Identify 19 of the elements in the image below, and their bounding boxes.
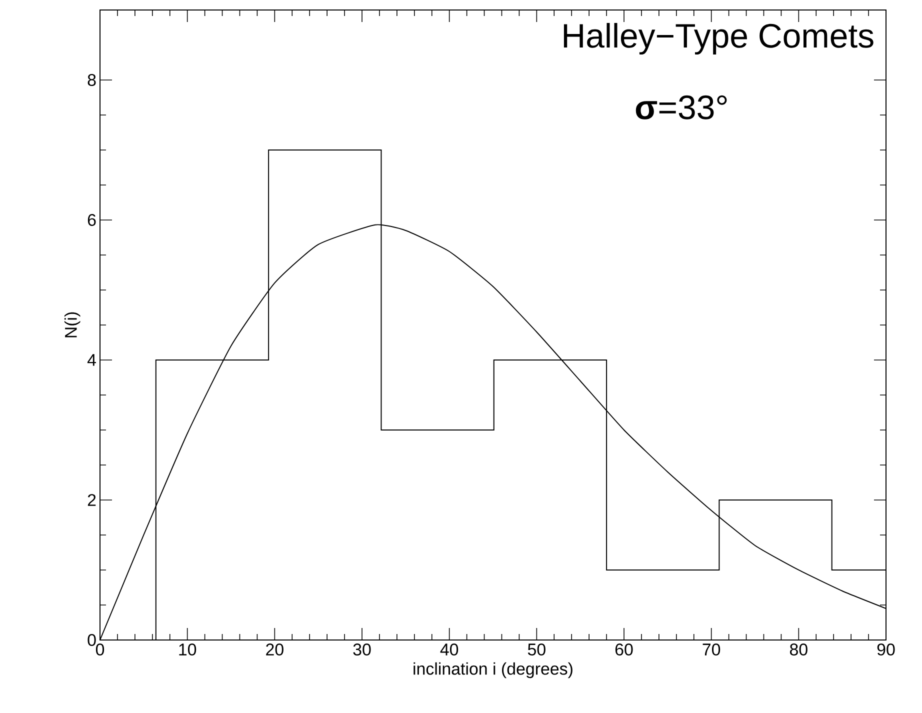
x-tick-label: 10 [179,644,196,656]
x-tick-label: 20 [266,644,284,656]
y-axis-title: N(i) [64,312,80,338]
y-tick-label: 0 [88,634,96,646]
x-axis-title: inclination i (degrees) [414,662,572,678]
x-tick-label: 50 [528,644,546,656]
x-tick-label: 30 [353,644,371,656]
x-tick-label: 0 [96,644,104,656]
x-tick-label: 60 [615,644,633,656]
annotation: σ=33° [636,95,727,120]
chart-title: Halley−Type Comets [564,22,874,55]
x-tick-label: 40 [440,644,458,656]
x-tick-label: 90 [877,644,895,656]
x-tick-label: 80 [790,644,808,656]
y-tick-label: 4 [87,354,96,366]
y-tick-label: 8 [88,74,96,86]
y-tick-label: 6 [88,214,96,226]
x-tick-label: 70 [702,644,720,656]
y-tick-label: 2 [88,494,96,506]
